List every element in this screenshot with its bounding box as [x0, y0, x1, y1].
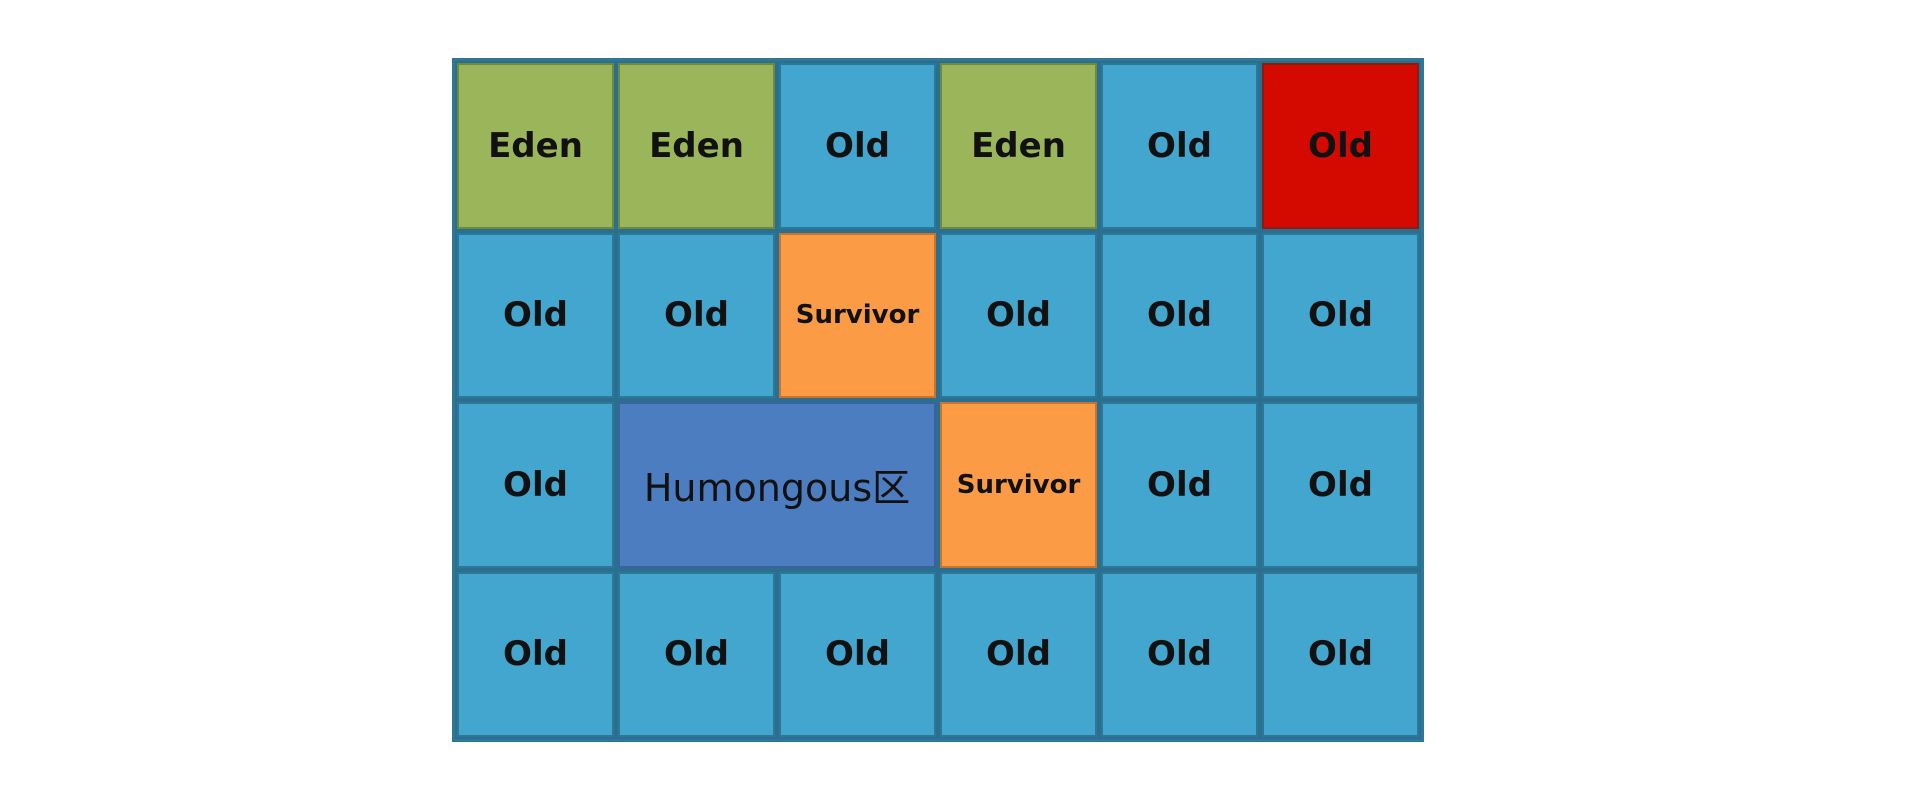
heap-region-grid: Eden Eden Old Eden Old Old Old Old Survivor Old Ol… [452, 58, 1424, 742]
old-region: Old [618, 232, 775, 398]
old-region: Old [1262, 402, 1419, 568]
old-region: Old [457, 402, 614, 568]
old-full-region: Old [1262, 63, 1419, 229]
old-region: Old [1262, 571, 1419, 737]
old-region: Old [1101, 402, 1258, 568]
old-region: Old [1101, 63, 1258, 229]
old-region: Old [940, 232, 1097, 398]
old-region: Old [618, 571, 775, 737]
eden-region: Eden [457, 63, 614, 229]
old-region: Old [779, 63, 936, 229]
humongous-region: Humongous区 [618, 402, 936, 568]
old-region: Old [779, 571, 936, 737]
eden-region: Eden [940, 63, 1097, 229]
old-region: Old [457, 232, 614, 398]
eden-region: Eden [618, 63, 775, 229]
survivor-region: Survivor [940, 402, 1097, 568]
old-region: Old [1101, 571, 1258, 737]
old-region: Old [1101, 232, 1258, 398]
old-region: Old [457, 571, 614, 737]
old-region: Old [1262, 232, 1419, 398]
survivor-region: Survivor [779, 232, 936, 398]
old-region: Old [940, 571, 1097, 737]
